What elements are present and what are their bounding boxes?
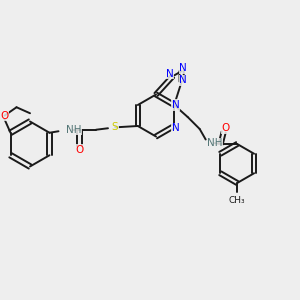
Text: N: N [179, 63, 187, 73]
Text: O: O [0, 111, 9, 121]
Text: S: S [112, 122, 118, 132]
Text: NH: NH [66, 125, 82, 135]
Text: N: N [179, 75, 187, 85]
Text: N: N [166, 69, 173, 79]
Text: O: O [75, 145, 84, 155]
Text: CH₃: CH₃ [229, 196, 245, 205]
Text: N: N [172, 123, 180, 134]
Text: N: N [172, 100, 180, 110]
Text: NH: NH [207, 138, 223, 148]
Text: O: O [221, 123, 229, 134]
